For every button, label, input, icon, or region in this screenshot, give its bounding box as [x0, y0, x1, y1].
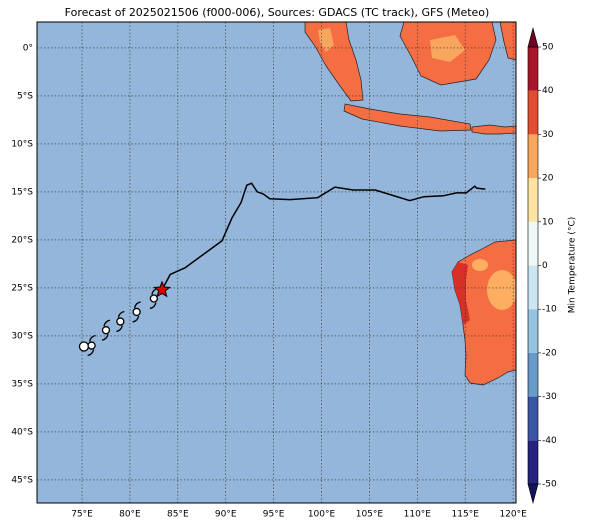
x-tick-label: 105°E — [356, 510, 384, 520]
land-patch — [472, 259, 488, 271]
colorbar-segment — [528, 396, 538, 441]
colorbar-extend — [527, 483, 539, 505]
colorbar-segment — [528, 440, 538, 484]
x-tick-label: 115°E — [452, 510, 480, 520]
colorbar-tick-label: -50 — [542, 480, 557, 490]
x-tick-label: 80°E — [119, 510, 141, 520]
cyclone-arm — [87, 349, 95, 357]
y-tick-label: 30°S — [11, 331, 33, 341]
java — [343, 103, 472, 132]
y-tick-label: 15°S — [11, 187, 33, 197]
track-line — [161, 182, 486, 291]
colorbar-segment — [528, 309, 538, 353]
colorbar-tick-label: -10 — [542, 305, 557, 315]
colorbar-tick-label: 20 — [542, 174, 554, 184]
colorbar-tick-label: 10 — [542, 217, 554, 227]
cyclone-arm — [132, 315, 140, 323]
land-patch — [430, 35, 465, 62]
x-tick-label: 95°E — [263, 510, 285, 520]
lesser-sunda — [471, 124, 516, 135]
y-tick-label: 35°S — [11, 379, 33, 389]
colorbar-tick-label: -40 — [542, 436, 557, 446]
cyclone-symbol — [78, 341, 90, 352]
colorbar-tick-label: -30 — [542, 392, 557, 402]
y-tick-label: 25°S — [11, 283, 33, 293]
cyclone-center — [116, 317, 125, 326]
y-tick-label: 0° — [23, 43, 33, 53]
x-tick-label: 90°E — [215, 510, 237, 520]
cyclone-symbol — [101, 319, 111, 341]
colorbar-tick-label: 50 — [542, 43, 554, 53]
cyclone-arm — [88, 334, 96, 342]
colorbar-tick-label: 40 — [542, 86, 554, 96]
land-patch — [318, 28, 334, 52]
cyclone-arm — [116, 325, 123, 333]
colorbar-tick-label: 30 — [542, 130, 554, 140]
colorbar-tick-label: 0 — [542, 261, 548, 271]
x-tick-label: 85°E — [167, 510, 189, 520]
y-tick-label: 45°S — [11, 475, 33, 485]
y-tick-label: 10°S — [11, 139, 33, 149]
x-tick-label: 100°E — [308, 510, 336, 520]
cyclone-center — [101, 326, 111, 335]
y-tick-label: 40°S — [11, 427, 33, 437]
sumatra — [304, 22, 364, 102]
sulawesi — [499, 22, 516, 61]
y-tick-label: 5°S — [17, 91, 33, 101]
colorbar-segment — [528, 134, 538, 179]
map-frame — [36, 21, 517, 504]
colorbar: -50 -40 -30 -20 -10 0 10 20 30 40 50 — [527, 26, 557, 505]
cyclone-arm — [149, 302, 157, 310]
colorbar-tick-label: -20 — [542, 348, 557, 358]
colorbar-segment — [528, 352, 538, 397]
cyclone-arm — [101, 334, 109, 341]
cyclone-center — [149, 294, 159, 303]
cyclone-center — [87, 341, 96, 350]
colorbar-label: Min Temperature (°C) — [568, 217, 578, 314]
colorbar-segment — [528, 90, 538, 135]
cyclone-arm — [103, 319, 111, 327]
cyclone-arm — [133, 301, 141, 309]
current-position — [153, 280, 171, 298]
colorbar-segment — [528, 47, 538, 91]
track-layer — [78, 182, 486, 357]
cyclone-symbol — [87, 334, 96, 357]
x-tick-label: 110°E — [404, 510, 432, 520]
land-patch — [487, 270, 516, 310]
colorbar-segment — [528, 265, 538, 310]
cyclone-arm — [117, 310, 125, 318]
x-tick-label: 75°E — [71, 510, 93, 520]
x-tick-label: 120°E — [499, 510, 527, 520]
map-title: Forecast of 2025021506 (f000-006), Sourc… — [65, 6, 490, 19]
cyclone-symbol — [116, 310, 125, 333]
colorbar-segment — [528, 178, 538, 222]
colorbar-segment — [528, 221, 538, 266]
cyclone-center — [132, 307, 141, 317]
cyclone-symbol — [132, 301, 141, 323]
colorbar-extend — [527, 26, 539, 48]
land — [304, 22, 516, 386]
grid — [37, 22, 516, 503]
cyclone-center — [78, 341, 90, 352]
y-tick-label: 20°S — [11, 235, 33, 245]
ocean — [37, 22, 516, 503]
